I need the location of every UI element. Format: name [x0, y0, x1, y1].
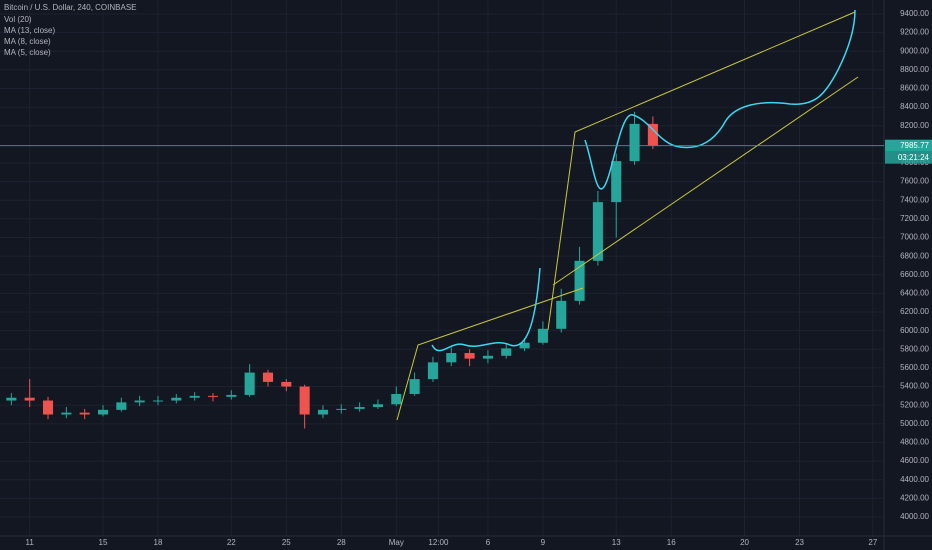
candle-body	[647, 123, 658, 146]
y-tick-label: 8800.00	[900, 65, 929, 74]
x-tick-label: 16	[667, 538, 676, 547]
y-tick-label: 6600.00	[900, 270, 929, 279]
candle-body	[281, 381, 292, 387]
candle-body	[556, 300, 567, 329]
indicator-label: MA (8, close)	[4, 37, 51, 46]
candle-body	[97, 409, 109, 415]
candle-body	[244, 372, 255, 395]
candle-body	[152, 400, 164, 402]
y-tick-label: 7400.00	[900, 195, 929, 204]
y-tick-label: 9200.00	[900, 28, 929, 37]
candle-body	[79, 412, 90, 415]
y-tick-label: 7000.00	[900, 233, 929, 242]
grid	[0, 0, 884, 536]
candle-body	[299, 386, 310, 415]
candles	[6, 111, 658, 429]
y-tick-label: 5200.00	[900, 400, 929, 409]
x-tick-label: May	[389, 538, 404, 547]
candle-body	[336, 408, 347, 410]
candle-body	[409, 379, 420, 395]
indicator-label: MA (5, close)	[4, 48, 51, 57]
candle-body	[611, 161, 622, 203]
candle-body	[592, 202, 603, 261]
candle-body	[427, 362, 438, 380]
candle-body	[226, 394, 237, 397]
x-tick-label: 27	[868, 538, 877, 547]
x-tick-label: 18	[154, 538, 163, 547]
y-tick-label: 5000.00	[900, 419, 929, 428]
x-tick-label: 11	[26, 538, 35, 547]
y-tick-label: 8200.00	[900, 121, 929, 130]
x-tick-label: 25	[282, 538, 291, 547]
x-tick-label: 12:00	[428, 538, 449, 547]
y-tick-label: 5600.00	[900, 363, 929, 372]
trend-line	[396, 287, 584, 421]
candle-body	[171, 397, 182, 401]
symbol-title: Bitcoin / U.S. Dollar, 240, COINBASE	[4, 3, 137, 12]
y-tick-label: 4400.00	[900, 475, 929, 484]
candle-body	[189, 395, 200, 398]
trend-line	[547, 11, 856, 331]
x-tick-label: 23	[795, 538, 804, 547]
candle-body	[354, 407, 365, 409]
indicator-label: Vol (20)	[4, 15, 32, 24]
candle-body	[207, 395, 219, 397]
y-tick-label: 4600.00	[900, 456, 929, 465]
y-tick-label: 6200.00	[900, 307, 929, 316]
x-tick-label: 6	[486, 538, 491, 547]
candle-body	[24, 397, 35, 401]
candle-body	[501, 348, 512, 356]
y-tick-label: 5800.00	[900, 344, 929, 353]
y-tick-label: 7600.00	[900, 177, 929, 186]
y-tick-label: 4000.00	[900, 512, 929, 521]
candle-body	[134, 400, 145, 403]
y-tick-label: 8400.00	[900, 102, 929, 111]
candle-body	[537, 328, 548, 343]
y-tick-label: 9400.00	[900, 9, 929, 18]
candle-body	[262, 372, 274, 382]
projection-curve	[584, 9, 856, 190]
x-tick-label: 9	[541, 538, 546, 547]
candle-body	[42, 400, 54, 415]
y-tick-label: 6400.00	[900, 289, 929, 298]
candle-body	[372, 404, 383, 408]
candle-body	[6, 397, 17, 401]
candle-body	[482, 355, 493, 359]
y-tick-label: 8600.00	[900, 84, 929, 93]
legend: Bitcoin / U.S. Dollar, 240, COINBASE Vol…	[4, 3, 137, 57]
drawings	[396, 9, 859, 421]
x-tick-label: 28	[337, 538, 346, 547]
candle-body	[629, 123, 640, 162]
indicator-label: MA (13, close)	[4, 26, 55, 35]
x-tick-label: 13	[612, 538, 621, 547]
candle-body	[61, 412, 72, 415]
trend-line	[552, 76, 859, 286]
x-tick-label: 22	[227, 538, 236, 547]
countdown-badge	[885, 151, 932, 164]
candle-body	[446, 353, 457, 363]
candle-body	[464, 353, 475, 359]
y-tick-label: 9000.00	[900, 46, 929, 55]
y-tick-label: 6800.00	[900, 251, 929, 260]
candle-body	[519, 342, 530, 349]
y-tick-label: 6000.00	[900, 326, 929, 335]
last-price-badge	[885, 139, 932, 152]
last-price-label: 7985.77	[900, 141, 929, 150]
y-tick-label: 4200.00	[900, 493, 929, 502]
candle-body	[574, 260, 585, 301]
candle-body	[391, 394, 402, 405]
y-tick-label: 7200.00	[900, 214, 929, 223]
y-tick-label: 4800.00	[900, 438, 929, 447]
candle-body	[317, 409, 329, 415]
countdown-label: 03:21:24	[898, 153, 930, 162]
projection-curve	[431, 267, 541, 352]
axes: 4000.00 4200.00 4400.00 4600.00 4800.00 5000.…	[0, 9, 932, 547]
x-tick-label: 15	[99, 538, 108, 547]
y-tick-label: 5400.00	[900, 382, 929, 391]
candle-body	[116, 402, 127, 410]
x-tick-label: 20	[740, 538, 749, 547]
